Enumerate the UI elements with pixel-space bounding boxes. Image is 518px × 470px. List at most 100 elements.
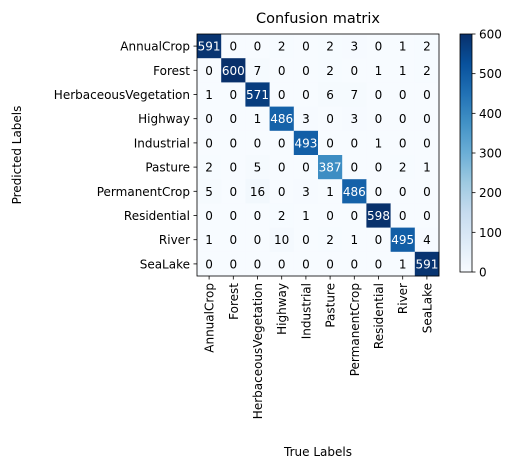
cell-value-label: 0 xyxy=(205,64,213,78)
heatmap-cell xyxy=(318,227,343,253)
heatmap-cell xyxy=(318,34,343,59)
cell-value-label: 591 xyxy=(198,40,221,54)
cell-value-label: 0 xyxy=(205,112,213,126)
colorbar-tick-label: 500 xyxy=(479,67,502,81)
cell-value-label: 1 xyxy=(399,40,407,54)
cell-value-label: 0 xyxy=(423,136,431,150)
y-tick-label: Forest xyxy=(153,64,190,78)
x-axis-ticks: AnnualCrop Forest HerbaceousVegetation High… xyxy=(203,276,434,419)
cell-value-labels: 591 0 0 2 0 2 3 0 1 20 600 7 0 0 2 0 1 1 21 0 571 0 0 6 7 0 0 00 0 1 4… xyxy=(198,40,439,272)
cell-value-label: 2 xyxy=(423,64,431,78)
cell-value-label: 0 xyxy=(229,257,237,271)
cell-value-label: 1 xyxy=(302,209,310,223)
cell-value-label: 0 xyxy=(205,257,213,271)
cell-value-label: 0 xyxy=(399,88,407,102)
cell-value-label: 2 xyxy=(278,40,286,54)
heatmap-cell xyxy=(245,179,270,204)
cell-value-label: 0 xyxy=(375,112,383,126)
cell-value-label: 5 xyxy=(205,185,213,199)
cell-value-label: 0 xyxy=(399,136,407,150)
heatmap-cell xyxy=(293,251,319,277)
heatmap-cell xyxy=(269,34,295,59)
colorbar-tick-label: 400 xyxy=(479,107,502,121)
heatmap-cell xyxy=(293,130,319,156)
heatmap-cell xyxy=(318,130,343,156)
cell-value-label: 0 xyxy=(229,88,237,102)
x-tick-label: HerbaceousVegetation xyxy=(251,283,265,419)
cell-value-label: 1 xyxy=(399,64,407,78)
heatmap-cell xyxy=(318,203,343,228)
cell-value-label: 1 xyxy=(326,185,334,199)
heatmap-cell xyxy=(366,179,391,204)
heatmap-cell xyxy=(221,179,246,204)
heatmap-cell xyxy=(293,227,319,253)
heatmap-cell xyxy=(318,106,343,132)
heatmap-cell xyxy=(197,179,222,204)
heatmap-cell xyxy=(221,82,246,107)
heatmap-cell xyxy=(269,130,295,156)
x-tick-label: Industrial xyxy=(299,283,313,339)
cell-value-label: 4 xyxy=(423,233,431,247)
cell-value-label: 598 xyxy=(367,209,390,223)
cell-value-label: 0 xyxy=(399,185,407,199)
heatmap-cell xyxy=(245,251,270,277)
cell-value-label: 0 xyxy=(350,64,358,78)
cell-value-label: 0 xyxy=(229,209,237,223)
y-axis-ticks: AnnualCrop Forest HerbaceousVegetation High… xyxy=(54,40,197,271)
heatmap-cell xyxy=(366,34,391,59)
cell-value-label: 3 xyxy=(302,185,310,199)
cell-value-label: 0 xyxy=(326,136,334,150)
heatmap-cell xyxy=(414,179,440,204)
cell-value-label: 493 xyxy=(294,136,317,150)
heatmap-cell xyxy=(366,130,391,156)
colorbar xyxy=(459,33,473,273)
cell-value-label: 0 xyxy=(302,233,310,247)
y-tick-label: Pasture xyxy=(145,161,190,175)
cell-value-label: 0 xyxy=(229,233,237,247)
cell-value-label: 0 xyxy=(302,64,310,78)
heatmap-cell xyxy=(197,82,222,107)
heatmap-cell xyxy=(366,106,391,132)
cell-value-label: 0 xyxy=(205,136,213,150)
cell-value-label: 0 xyxy=(278,185,286,199)
heatmap-cell xyxy=(318,251,343,277)
x-tick-label: PermanentCrop xyxy=(348,283,362,376)
cell-value-label: 1 xyxy=(205,233,213,247)
cell-value-label: 2 xyxy=(326,233,334,247)
heatmap-cell xyxy=(197,58,222,83)
x-tick-label: Highway xyxy=(275,283,289,335)
y-tick-label: Residential xyxy=(124,209,190,223)
cell-value-label: 486 xyxy=(343,185,366,199)
cell-value-label: 571 xyxy=(246,88,269,102)
cell-value-label: 387 xyxy=(319,161,342,175)
cell-value-label: 0 xyxy=(302,40,310,54)
colorbar-tick-label: 100 xyxy=(479,226,502,240)
cell-value-label: 1 xyxy=(350,233,358,247)
heatmap-cell xyxy=(245,34,270,59)
heatmap-cell xyxy=(221,130,246,156)
cell-value-label: 1 xyxy=(423,161,431,175)
heatmap-cell xyxy=(197,227,222,253)
cell-value-label: 7 xyxy=(350,88,358,102)
y-tick-label: PermanentCrop xyxy=(97,185,190,199)
heatmap-cell xyxy=(318,155,343,180)
heatmap-cell xyxy=(342,130,367,156)
cell-value-label: 0 xyxy=(229,185,237,199)
heatmap-cell xyxy=(342,34,367,59)
x-tick-label: SeaLake xyxy=(420,283,434,333)
chart-title: Confusion matrix xyxy=(256,11,380,27)
cell-value-label: 0 xyxy=(423,185,431,199)
heatmap-cell xyxy=(269,155,295,180)
y-tick-label: SeaLake xyxy=(140,257,190,271)
heatmap-cell xyxy=(293,106,319,132)
heatmap-cell xyxy=(197,34,222,59)
x-tick-label: Residential xyxy=(372,283,386,349)
heatmap-cell xyxy=(414,155,440,180)
colorbar-tick-label: 200 xyxy=(479,186,502,200)
heatmap-cell xyxy=(390,227,416,253)
cell-value-label: 0 xyxy=(350,257,358,271)
cell-value-label: 0 xyxy=(350,136,358,150)
cell-value-label: 0 xyxy=(302,161,310,175)
heatmap-cell xyxy=(197,203,222,228)
x-tick-label: River xyxy=(396,283,410,314)
